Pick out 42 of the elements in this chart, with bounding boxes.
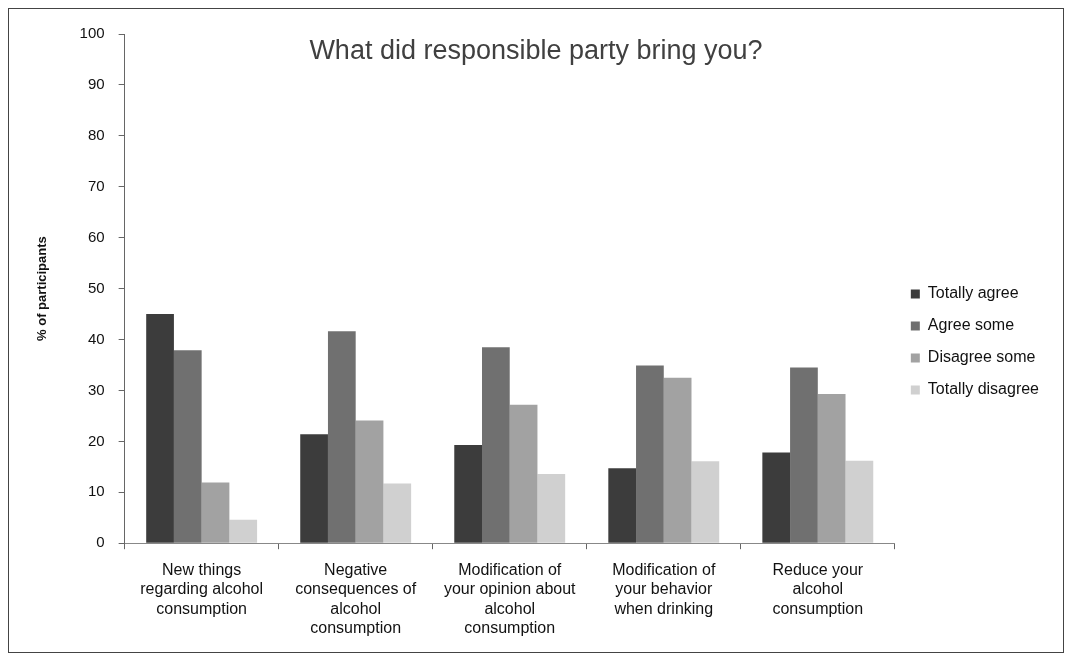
- y-tick-label: 20: [87, 431, 105, 449]
- x-tick-label: Reduce your alcohol consumption: [772, 561, 864, 617]
- bar: [300, 434, 328, 543]
- legend-label: Totally disagree: [927, 380, 1040, 398]
- y-tick-label: 80: [87, 125, 105, 143]
- x-tick-label: Modification of your behavior when drinking: [612, 561, 716, 617]
- bar: [790, 367, 818, 543]
- bar: [355, 420, 384, 543]
- x-tick-label: Modification of your opinion about alcohol consumption: [443, 561, 577, 636]
- bar: [509, 404, 538, 543]
- bar: [845, 460, 874, 543]
- y-axis-title: % of participants: [34, 236, 50, 341]
- legend-label: Disagree some: [927, 348, 1036, 366]
- x-tick-label: Negative consequences of alcohol consumption: [295, 561, 417, 636]
- bar: [817, 394, 846, 543]
- y-tick-label: 40: [87, 329, 105, 347]
- y-tick-label: 90: [87, 75, 105, 93]
- bar: [608, 468, 637, 543]
- bar: [383, 483, 412, 543]
- y-tick-label: 50: [87, 278, 105, 296]
- bar: [327, 331, 356, 543]
- y-tick-label: 100: [79, 24, 105, 42]
- legend-label: Agree some: [927, 316, 1015, 334]
- y-tick-label: 30: [87, 380, 105, 398]
- chart-title: What did responsible party bring you?: [309, 34, 763, 65]
- bar: [691, 461, 720, 543]
- bar: [663, 377, 692, 543]
- bar: [482, 347, 510, 543]
- bar: [762, 452, 791, 543]
- bar: [454, 444, 482, 543]
- bar: [537, 473, 566, 543]
- bar: [201, 482, 230, 543]
- bar: [636, 365, 664, 543]
- y-tick-label: 60: [87, 227, 105, 245]
- legend-label: Totally agree: [927, 284, 1019, 302]
- bar: [229, 519, 258, 543]
- y-tick-label: 70: [87, 176, 105, 194]
- x-tick-label: New things regarding alcohol consumption: [140, 561, 264, 617]
- y-tick-label: 0: [96, 533, 105, 551]
- bar: [173, 350, 202, 543]
- y-tick-label: 10: [87, 482, 105, 500]
- bar: [146, 314, 174, 543]
